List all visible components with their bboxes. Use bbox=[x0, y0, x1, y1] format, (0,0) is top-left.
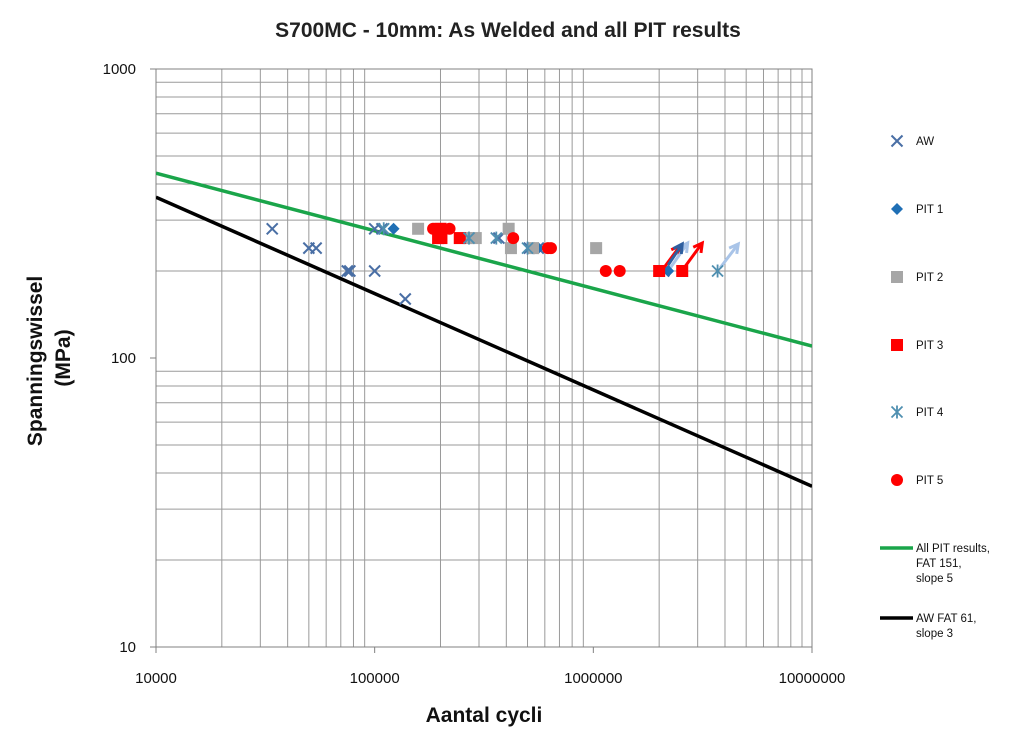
point-aw bbox=[309, 241, 323, 255]
runout-arrow bbox=[682, 240, 705, 269]
legend: AW PIT 1 PIT 2 PIT 3 PIT 4 PIT 5 All PIT resul… bbox=[880, 134, 990, 640]
point-pit-5 bbox=[599, 265, 612, 278]
point-aw bbox=[266, 222, 279, 235]
point-pit-5 bbox=[544, 242, 557, 255]
point-pit-3 bbox=[676, 265, 689, 278]
fat-line-6 bbox=[156, 171, 812, 348]
y-axis-title-line-1: Spanningswissel bbox=[24, 276, 47, 446]
point-pit-4 bbox=[490, 231, 503, 245]
point-pit-2 bbox=[412, 222, 425, 235]
chart-title: S700MC - 10mm: As Welded and all PIT res… bbox=[275, 19, 741, 42]
point-pit-5 bbox=[613, 265, 626, 278]
y-axis-title-line-2: (MPa) bbox=[52, 329, 75, 386]
legend-pit-4-label: PIT 4 bbox=[916, 407, 944, 419]
grid bbox=[156, 69, 812, 647]
legend-all-pit-results-fat-151-slope-5-label: All PIT results, FAT 151, slope 5 bbox=[916, 543, 990, 585]
runout-arrow bbox=[666, 241, 684, 266]
point-pit-5 bbox=[443, 222, 456, 235]
point-aw bbox=[343, 264, 357, 278]
x-tick-label: 10000 bbox=[135, 670, 177, 687]
legend-pit-5-label: PIT 5 bbox=[916, 475, 943, 487]
point-aw bbox=[375, 222, 389, 235]
point-aw bbox=[492, 231, 506, 245]
x-tick-label: 100000 bbox=[350, 670, 400, 687]
point-aw bbox=[341, 264, 354, 278]
legend-all-pit-results-fat-151-slope-5-label-line: All PIT results, bbox=[916, 543, 990, 555]
point-pit-5 bbox=[427, 222, 440, 235]
point-pit-3 bbox=[453, 232, 466, 245]
legend-aw-label: AW bbox=[916, 136, 934, 148]
y-tick-labels: 10 100 1000 bbox=[103, 61, 156, 656]
x-axis-title: Aantal cycli bbox=[426, 704, 543, 727]
point-pit-4 bbox=[462, 231, 476, 245]
point-pit-3 bbox=[653, 265, 666, 278]
legend-pit-3-swatch bbox=[891, 339, 903, 351]
point-pit-2 bbox=[504, 242, 517, 255]
point-pit-5 bbox=[507, 232, 520, 245]
fat-line-7 bbox=[156, 195, 812, 488]
point-pit-1 bbox=[662, 265, 675, 278]
legend-aw-swatch bbox=[890, 134, 904, 148]
point-aw bbox=[368, 264, 381, 278]
legend-aw-fat-61-slope-3-label-line: AW FAT 61, bbox=[916, 613, 977, 625]
point-aw bbox=[399, 292, 412, 306]
point-pit-2 bbox=[469, 232, 482, 245]
point-pit-2 bbox=[502, 222, 515, 235]
legend-all-pit-results-fat-151-slope-5-label-line: FAT 151, bbox=[916, 558, 962, 570]
legend-aw-fat-61-slope-3-label: AW FAT 61, slope 3 bbox=[916, 613, 977, 640]
legend-pit-3-label: PIT 3 bbox=[916, 340, 943, 352]
point-pit-1 bbox=[387, 222, 400, 235]
point-pit-4 bbox=[377, 222, 390, 236]
x-tick-labels: 10000 100000 1000000 10000000 bbox=[135, 647, 845, 687]
y-tick-label: 1000 bbox=[103, 61, 136, 78]
legend-aw-fat-61-slope-3-label-line: slope 3 bbox=[916, 628, 953, 640]
y-tick-label: 100 bbox=[111, 350, 136, 367]
point-pit-2 bbox=[590, 242, 603, 255]
x-tick-label: 1000000 bbox=[564, 670, 622, 687]
y-axis-title: Spanningswissel (MPa) bbox=[24, 270, 75, 446]
legend-pit-5-swatch bbox=[891, 474, 903, 486]
data-points bbox=[266, 222, 724, 306]
runout-arrows bbox=[660, 240, 741, 272]
fat-lines bbox=[156, 171, 812, 488]
point-pit-4 bbox=[521, 241, 534, 255]
legend-pit-2-label: PIT 2 bbox=[916, 272, 943, 284]
point-pit-3 bbox=[435, 232, 448, 245]
x-tick-label: 10000000 bbox=[779, 670, 846, 687]
legend-all-pit-results-fat-151-slope-5-label-line: slope 5 bbox=[916, 573, 953, 585]
legend-pit-1-label: PIT 1 bbox=[916, 204, 943, 216]
runout-arrow bbox=[718, 241, 741, 269]
legend-pit-1-swatch bbox=[891, 203, 903, 215]
y-tick-label: 10 bbox=[119, 639, 136, 656]
point-pit-2 bbox=[527, 242, 540, 255]
legend-pit-4-swatch bbox=[890, 405, 904, 419]
legend-pit-2-swatch bbox=[891, 271, 903, 283]
point-pit-4 bbox=[711, 264, 724, 278]
